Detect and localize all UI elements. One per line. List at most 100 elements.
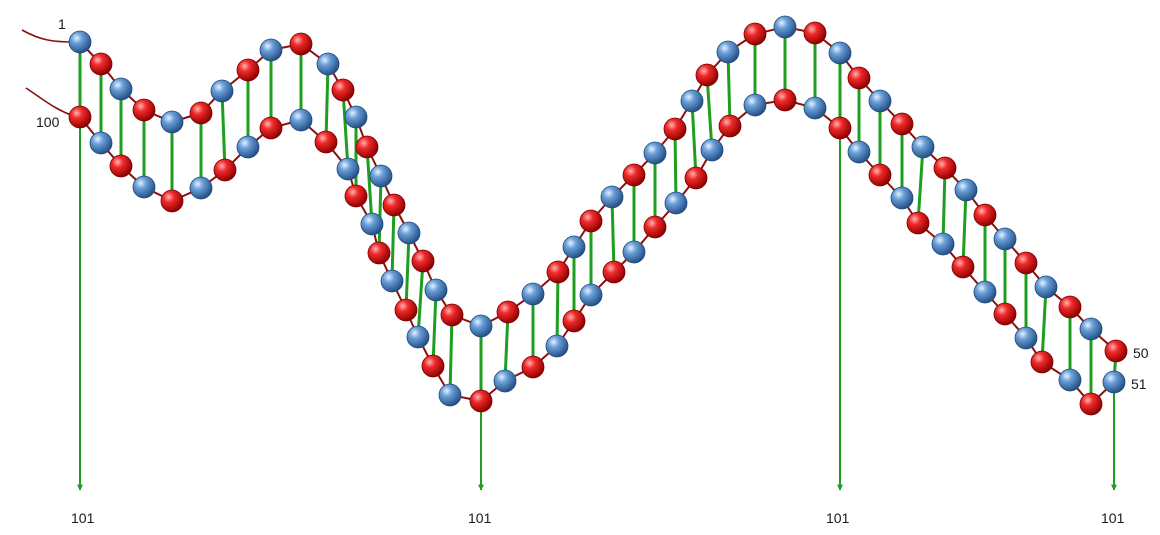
bead-red — [521, 355, 545, 379]
bead-red — [259, 116, 283, 140]
bead-blue — [680, 89, 704, 113]
bead-red — [695, 63, 719, 87]
rung — [377, 174, 383, 255]
bead-blue — [109, 77, 133, 101]
rung — [1040, 285, 1048, 364]
rung — [961, 188, 968, 269]
bead-red — [469, 389, 493, 413]
bead-red — [213, 158, 237, 182]
bead-red — [973, 203, 997, 227]
strand-tails — [21, 29, 75, 117]
bead-red — [828, 116, 852, 140]
bead-blue — [1034, 275, 1058, 299]
bead-red — [289, 32, 313, 56]
arrow-label-4: 101 — [1101, 510, 1125, 526]
bead-blue — [643, 141, 667, 165]
bead-blue — [773, 15, 797, 39]
bead-red — [314, 130, 338, 154]
rung — [705, 73, 714, 152]
label-bottom-end: 51 — [1131, 376, 1147, 392]
bead-blue — [380, 269, 404, 293]
bead-red — [382, 193, 406, 217]
bead-red — [622, 163, 646, 187]
bead-red — [160, 189, 184, 213]
rung — [610, 195, 616, 274]
bead-red — [411, 249, 435, 273]
rung — [416, 259, 425, 339]
bead-red — [394, 298, 418, 322]
bead-blue — [562, 235, 586, 259]
bead-red — [189, 101, 213, 125]
bead-blue — [469, 314, 493, 338]
bead-blue — [803, 96, 827, 120]
bead-red — [355, 135, 379, 159]
bead-red — [562, 309, 586, 333]
bead-red — [367, 241, 391, 265]
bead-blue — [1058, 368, 1082, 392]
bead-blue — [1014, 326, 1038, 350]
rung — [390, 203, 396, 283]
bead-red — [1030, 350, 1054, 374]
bead-red — [602, 260, 626, 284]
bead-red — [344, 184, 368, 208]
bead-blue — [579, 283, 603, 307]
bead-blue — [424, 278, 448, 302]
bead-red — [906, 211, 930, 235]
bead-blue — [993, 227, 1017, 251]
bead-red — [1058, 295, 1082, 319]
rung — [555, 270, 560, 348]
bead-blue — [868, 89, 892, 113]
bead-blue — [336, 157, 360, 181]
bead-blue — [316, 52, 340, 76]
label-bottom-start: 100 — [36, 114, 60, 130]
rung — [916, 145, 925, 225]
rung — [365, 145, 374, 226]
rung — [726, 50, 732, 128]
bead-red — [496, 300, 520, 324]
rung — [324, 62, 330, 144]
bead-blue — [622, 240, 646, 264]
rung — [448, 313, 454, 397]
bead-blue — [289, 108, 313, 132]
bead-blue — [716, 40, 740, 64]
bead-blue — [236, 135, 260, 159]
label-top-start: 1 — [58, 16, 66, 32]
bead-red — [643, 215, 667, 239]
rung — [673, 127, 678, 205]
bead-red — [1014, 251, 1038, 275]
bead-blue — [344, 105, 368, 129]
bead-blue — [600, 185, 624, 209]
bead-group — [68, 15, 1128, 416]
bead-red — [803, 21, 827, 45]
bead-red — [684, 166, 708, 190]
bead-blue — [911, 135, 935, 159]
bead-red — [773, 88, 797, 112]
bead-red — [718, 114, 742, 138]
bead-red — [89, 52, 113, 76]
bead-blue — [89, 131, 113, 155]
bead-blue — [493, 369, 517, 393]
label-group: 1 100 50 51 101 101 101 101 — [36, 16, 1149, 526]
bead-blue — [743, 93, 767, 117]
bead-blue — [68, 30, 92, 54]
bead-blue — [1079, 317, 1103, 341]
bead-blue — [521, 282, 545, 306]
bead-blue — [973, 280, 997, 304]
bead-blue — [847, 140, 871, 164]
bead-red — [109, 154, 133, 178]
bead-blue — [160, 110, 184, 134]
bead-blue — [132, 175, 156, 199]
bead-red — [331, 78, 355, 102]
bead-red — [132, 98, 156, 122]
rung — [690, 99, 698, 180]
bead-blue — [406, 325, 430, 349]
rung — [941, 166, 947, 246]
rung-group — [78, 25, 1118, 406]
bead-blue — [1102, 370, 1126, 394]
bead-blue — [890, 186, 914, 210]
bead-red — [1079, 392, 1103, 416]
label-top-end: 50 — [1133, 345, 1149, 361]
bead-red — [847, 66, 871, 90]
bead-red — [868, 163, 892, 187]
bead-blue — [954, 178, 978, 202]
